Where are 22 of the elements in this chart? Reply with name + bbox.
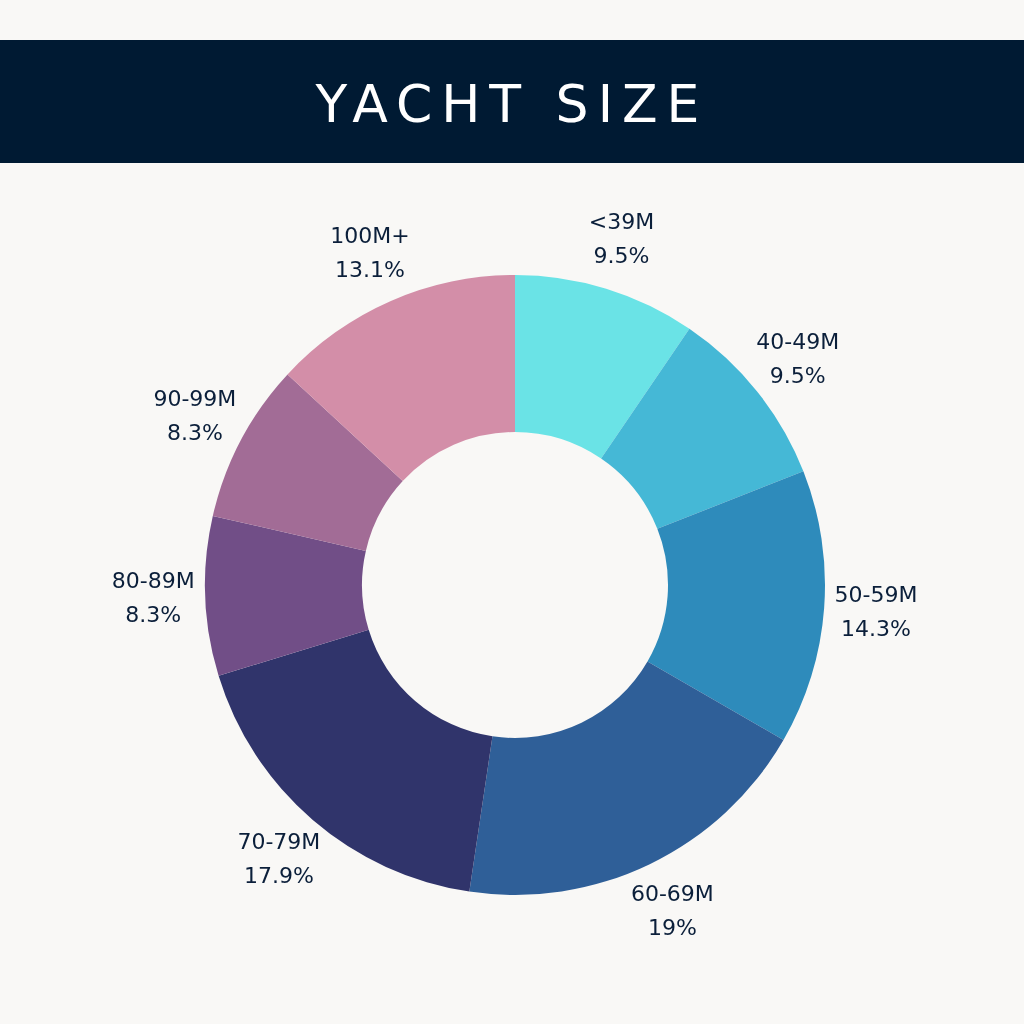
slice-label: 100M+ [330,223,410,249]
slice-label: 70-79M [237,829,321,855]
slice-label: 50-59M [834,581,918,607]
donut-slice [647,471,825,740]
slice-label: 80-89M [111,568,195,594]
chart-title: YACHT SIZE [314,74,709,134]
slice-label: <39M [588,209,655,235]
data-label: 14.3% [841,615,911,641]
donut-slice [218,629,493,892]
slice-label: 40-49M [756,328,840,354]
data-label: 9.5% [593,243,650,269]
data-label: 13.1% [335,257,405,283]
data-label: 8.3% [166,419,223,445]
donut-slice [287,275,515,482]
slice-label: 90-99M [153,385,237,411]
data-label: 8.3% [125,602,182,628]
donut-slice [515,275,690,459]
data-label: 19% [647,915,697,941]
donut-slice [205,515,369,676]
data-label: 9.5% [769,362,826,388]
data-label: 17.9% [243,863,314,889]
slice-label: 60-69M [630,881,714,907]
